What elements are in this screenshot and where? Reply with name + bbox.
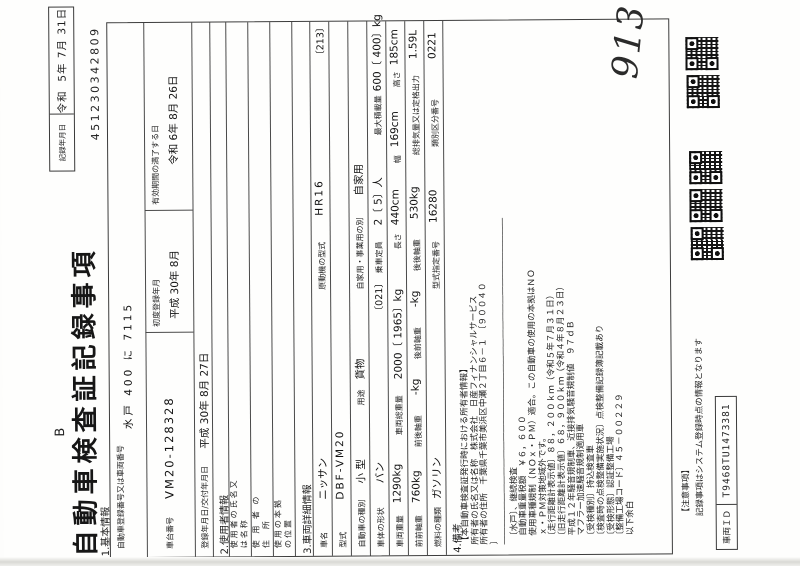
front-front-axle-label: 前前軸重 [414, 515, 424, 548]
registration-date-value: 平成 30年 8月 27日 [198, 352, 212, 449]
vehicle-id-box: 車両ＩＤ T9468TU1473381 [714, 395, 738, 551]
document-number: 451230342809 [88, 26, 103, 141]
qr-code-icon [689, 150, 723, 185]
expiry-date-value: 令和 6年 8月 26日 [167, 75, 181, 165]
qr-code-icon [690, 226, 724, 261]
record-date-value: 令和 5年 7月 31日 [55, 7, 69, 114]
user-name-label: 使用者の氏名又 は名称 [229, 478, 249, 549]
displacement-value: 1.59L [407, 29, 420, 60]
vehicle-name-label: 車名 [319, 531, 329, 548]
qr-code-icon [686, 74, 720, 109]
record-date-label: 記録年月日 [49, 113, 75, 171]
type-designation-label: 型式指定番号 [431, 240, 442, 290]
displacement-label: 総排気量又は定格出力 [411, 75, 422, 156]
front-rear-axle-value: -kg [409, 378, 422, 396]
width-value: 169cm [388, 111, 402, 148]
qr-code-icon [685, 37, 719, 71]
type-designation-value: 16280 [427, 189, 440, 224]
registration-date-label: 登録年月日/交付年月日 [200, 465, 210, 549]
vehicle-id-label: 車両ＩＤ [716, 503, 737, 550]
vehicle-category-value: 小 型 [355, 459, 368, 484]
vehicle-name-value: ニッサン [317, 457, 330, 500]
rear-front-axle-value: -kg [409, 290, 422, 308]
body-shape-code: 〔021〕 [374, 278, 386, 316]
expiry-date-label: 有効期間の満了する日 [150, 124, 161, 205]
main-table: 自動車登録番号又は車両番号 水戸 400 に 7115 車台番号 VM20-12… [106, 14, 673, 559]
rear-rear-axle-value: 530kg [408, 186, 421, 220]
front-rear-axle-label: 前後軸重 [413, 415, 424, 448]
first-registration-label: 初度登録年月 [152, 278, 162, 327]
length-label: 長さ [393, 233, 403, 250]
length-value: 440cm [389, 189, 402, 226]
private-business-value: 自家用 [353, 163, 366, 196]
base-location-row: 使用の本拠 の位置 [269, 22, 295, 556]
vehicle-weight-label: 車両重量 [395, 515, 405, 548]
gross-weight-label: 車両総重量 [394, 395, 405, 436]
registration-number-row: 自動車登録番号又は車両番号 水戸 400 に 7115 [107, 23, 147, 557]
base-location-label: 使用の本拠 の位置 [273, 498, 293, 549]
fuel-type-value: ガソリン [431, 456, 444, 500]
gross-weight-value: 2000〔 1965〕kg [392, 288, 405, 380]
max-load-label: 最大積載量 [373, 95, 384, 136]
notice-text: 記録事項はシステム登録時点の情報となります [694, 338, 706, 517]
registration-date-row: 登録年月日/交付年月日 平成 30年 8月 27日 [191, 23, 213, 557]
width-label: 幅 [393, 155, 403, 164]
rear-front-axle-label: 後前軸重 [413, 327, 423, 360]
body-shape-value: バン [374, 461, 387, 484]
fuel-type-label: 燃料の種類 [433, 506, 443, 547]
remarks-block: 【本自動車検査証発行時における所有者情報】 所有者の氏名又は名称 株式会社 日産フ… [458, 34, 636, 545]
height-value: 185cm [388, 29, 401, 66]
first-registration-value: 平成 30年 8月 [168, 250, 182, 319]
capacity-value: 2〔 5〕人 [372, 177, 385, 226]
registration-number-label: 自動車登録番号又は車両番号 [116, 445, 126, 550]
user-address-label: 使 用 者 の 住 所 [251, 494, 271, 549]
height-label: 高さ [392, 71, 402, 88]
rear-rear-axle-label: 後後軸重 [412, 239, 422, 272]
model-value: DBF-VM20 [334, 429, 347, 500]
engine-model-value: HR16 [313, 179, 326, 216]
chassis-expiry-row: 車台番号 VM20-128328 初度登録年月 平成 30年 8月 有効期間の満… [143, 23, 195, 557]
classification-label: 類別区分番号 [430, 98, 441, 148]
handwritten-number: 913 [604, 2, 653, 81]
qr-code-icon [689, 188, 723, 223]
capacity-label: 乗車定員 [374, 241, 384, 274]
body-shape-label: 車体の形状 [376, 507, 386, 548]
usage-label: 用途 [356, 389, 366, 406]
engine-model-label: 原動機の型式 [317, 241, 328, 290]
scan-edge-shadow [0, 557, 800, 566]
classification-value: 0221 [426, 32, 439, 60]
record-date-box: 記録年月日 令和 5年 7月 31日 [48, 6, 76, 172]
front-front-axle-value: 760kg [410, 470, 423, 504]
private-business-label: 自家用・事業用の別 [355, 217, 366, 290]
notice-heading: 【注意事項】 [681, 465, 692, 517]
max-load-value: 600〔 400〕kg [371, 14, 384, 92]
vehicle-weight-value: 1290kg [391, 463, 404, 504]
registration-number-value: 水戸 400 に 7115 [122, 301, 136, 430]
chassis-number-label: 車台番号 [165, 516, 175, 549]
vehicle-id-value: T9468TU1473381 [720, 403, 733, 498]
usage-value: 貨物 [354, 358, 367, 380]
vehicle-category-label: 自動車の種別 [357, 499, 367, 548]
engine-code-value: 〔213〕 [315, 22, 327, 60]
fuel-row: 燃料の種類 ガソリン 型式指定番号 16280 類別区分番号 0221 [423, 21, 446, 555]
model-label: 型式 [338, 531, 348, 548]
chassis-number-value: VM20-128328 [161, 396, 177, 499]
